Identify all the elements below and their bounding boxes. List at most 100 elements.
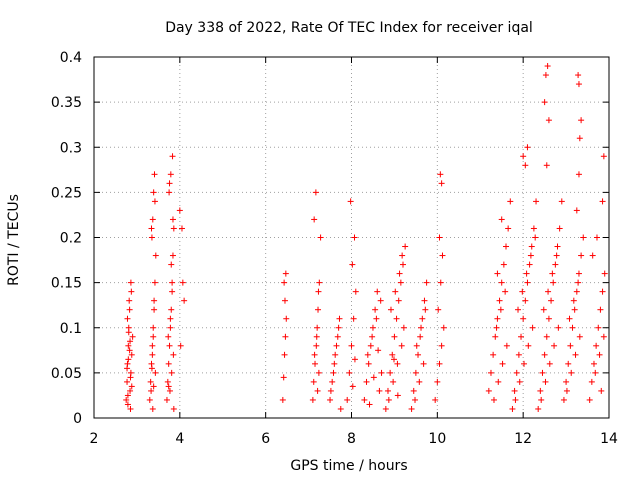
data-point [181, 297, 188, 304]
data-point [529, 324, 536, 331]
x-axis-title: GPS time / hours [290, 458, 407, 474]
data-point [370, 374, 377, 381]
data-point [148, 387, 155, 394]
data-point [418, 324, 425, 331]
data-point [369, 333, 376, 340]
data-point [569, 324, 576, 331]
data-point [335, 324, 342, 331]
data-point [152, 369, 159, 376]
data-point [166, 189, 173, 196]
data-point [390, 356, 397, 363]
data-point [126, 306, 133, 313]
y-tick-label: 0.15 [51, 276, 82, 292]
data-point [369, 324, 376, 331]
data-point [543, 333, 550, 340]
y-tick-label: 0 [73, 411, 82, 427]
data-point [315, 369, 322, 376]
data-point [151, 306, 158, 313]
data-point [440, 324, 447, 331]
data-point [166, 180, 173, 187]
data-point [512, 396, 519, 403]
data-point [349, 383, 356, 390]
data-point [169, 252, 176, 259]
data-point [396, 270, 403, 277]
data-point [542, 378, 549, 385]
data-point [558, 198, 565, 205]
data-point [599, 198, 606, 205]
data-point [566, 315, 573, 322]
data-point [509, 405, 516, 412]
data-point [281, 279, 288, 286]
data-point [332, 351, 339, 358]
y-tick-labels: 0 0.05 0.1 0.15 0.2 0.25 0.3 0.35 0.4 [51, 50, 82, 427]
data-point [586, 396, 593, 403]
y-axis-title: ROTI / TECUs [6, 194, 22, 286]
data-point [128, 383, 135, 390]
data-point [522, 162, 529, 169]
data-point [530, 225, 537, 232]
x-tick-label: 4 [175, 431, 184, 447]
data-point [351, 234, 358, 241]
data-point [436, 360, 443, 367]
data-point [490, 396, 497, 403]
data-point [545, 288, 552, 295]
data-point [542, 72, 549, 79]
data-point [389, 351, 396, 358]
data-point [576, 135, 583, 142]
data-point [367, 342, 374, 349]
data-point [373, 315, 380, 322]
data-point [595, 324, 602, 331]
data-point [395, 297, 402, 304]
data-point [435, 306, 442, 313]
data-point [520, 153, 527, 160]
data-point [503, 243, 509, 250]
x-tick-label: 2 [90, 431, 99, 447]
data-point [310, 378, 317, 385]
data-point [412, 396, 419, 403]
data-point [128, 288, 135, 295]
data-point [374, 288, 381, 295]
data-point [503, 342, 510, 349]
data-point [415, 351, 422, 358]
data-point [311, 351, 318, 358]
data-point [164, 378, 171, 385]
data-point [344, 396, 351, 403]
x-tick-label: 8 [347, 431, 356, 447]
data-point [336, 315, 343, 322]
data-point [327, 387, 334, 394]
data-point [150, 333, 157, 340]
data-point [575, 72, 582, 79]
data-point [537, 387, 544, 394]
data-point [309, 396, 316, 403]
grid [94, 57, 609, 418]
data-point [149, 342, 156, 349]
data-point [169, 153, 176, 160]
y-tick-label: 0.25 [51, 185, 82, 201]
data-point [412, 369, 419, 376]
data-point [126, 347, 133, 354]
data-point [125, 356, 132, 363]
data-point [361, 396, 368, 403]
data-point [377, 297, 384, 304]
data-point [519, 288, 526, 295]
data-point [549, 270, 556, 277]
data-point [565, 360, 572, 367]
data-point [438, 342, 445, 349]
data-point [500, 261, 507, 268]
x-tick-label: 10 [428, 431, 446, 447]
y-tick-label: 0.1 [60, 321, 82, 337]
data-point [494, 315, 501, 322]
data-point [422, 306, 429, 313]
data-point [165, 333, 172, 340]
data-point [420, 360, 427, 367]
data-point [400, 324, 407, 331]
data-point [524, 279, 531, 286]
data-point [165, 383, 172, 390]
data-point [598, 387, 605, 394]
data-point [533, 198, 540, 205]
y-tick-label: 0.4 [60, 50, 82, 66]
data-point [410, 387, 417, 394]
data-point [437, 279, 444, 286]
data-point [376, 387, 383, 394]
